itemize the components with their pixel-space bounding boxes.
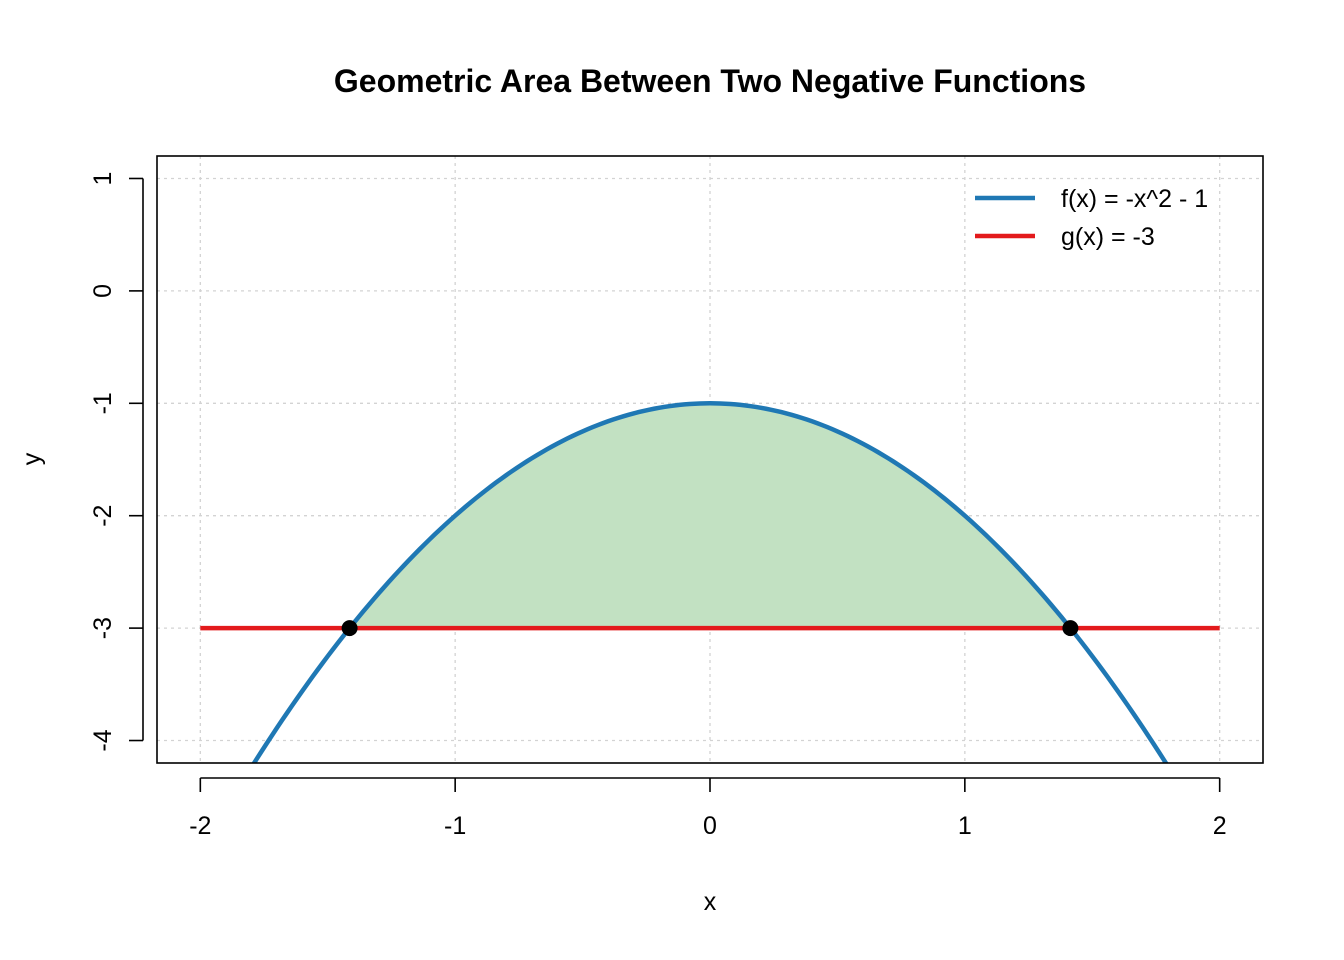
- y-tick-label: -3: [89, 617, 117, 639]
- y-tick-label: -1: [89, 392, 117, 414]
- x-tick-label: 1: [958, 812, 972, 840]
- y-tick-label: -2: [89, 505, 117, 527]
- intersection-point: [1062, 620, 1079, 637]
- series-line-f: [251, 401, 1169, 763]
- x-tick-label: -2: [189, 812, 211, 840]
- y-axis-label: y: [18, 452, 46, 465]
- intersection-point: [341, 620, 358, 637]
- axes: -2 -1 0 1 2 -4 -3 -2 -1 0 1: [89, 172, 1227, 840]
- y-tick-label: 0: [89, 284, 117, 298]
- y-tick-label: 1: [89, 172, 117, 186]
- x-tick-label: 2: [1213, 812, 1227, 840]
- x-tick-label: 0: [703, 812, 717, 840]
- x-axis-label: x: [704, 888, 717, 916]
- intersection-points-layer: [341, 620, 1079, 637]
- series-layer: [200, 401, 1220, 763]
- chart-title: Geometric Area Between Two Negative Func…: [334, 63, 1086, 99]
- legend: f(x) = -x^2 - 1 g(x) = -3: [975, 185, 1208, 251]
- x-tick-label: -1: [444, 812, 466, 840]
- y-tick-label: -4: [89, 729, 117, 751]
- legend-label: f(x) = -x^2 - 1: [1061, 185, 1208, 213]
- legend-label: g(x) = -3: [1061, 223, 1155, 251]
- plot-frame: [156, 155, 1264, 764]
